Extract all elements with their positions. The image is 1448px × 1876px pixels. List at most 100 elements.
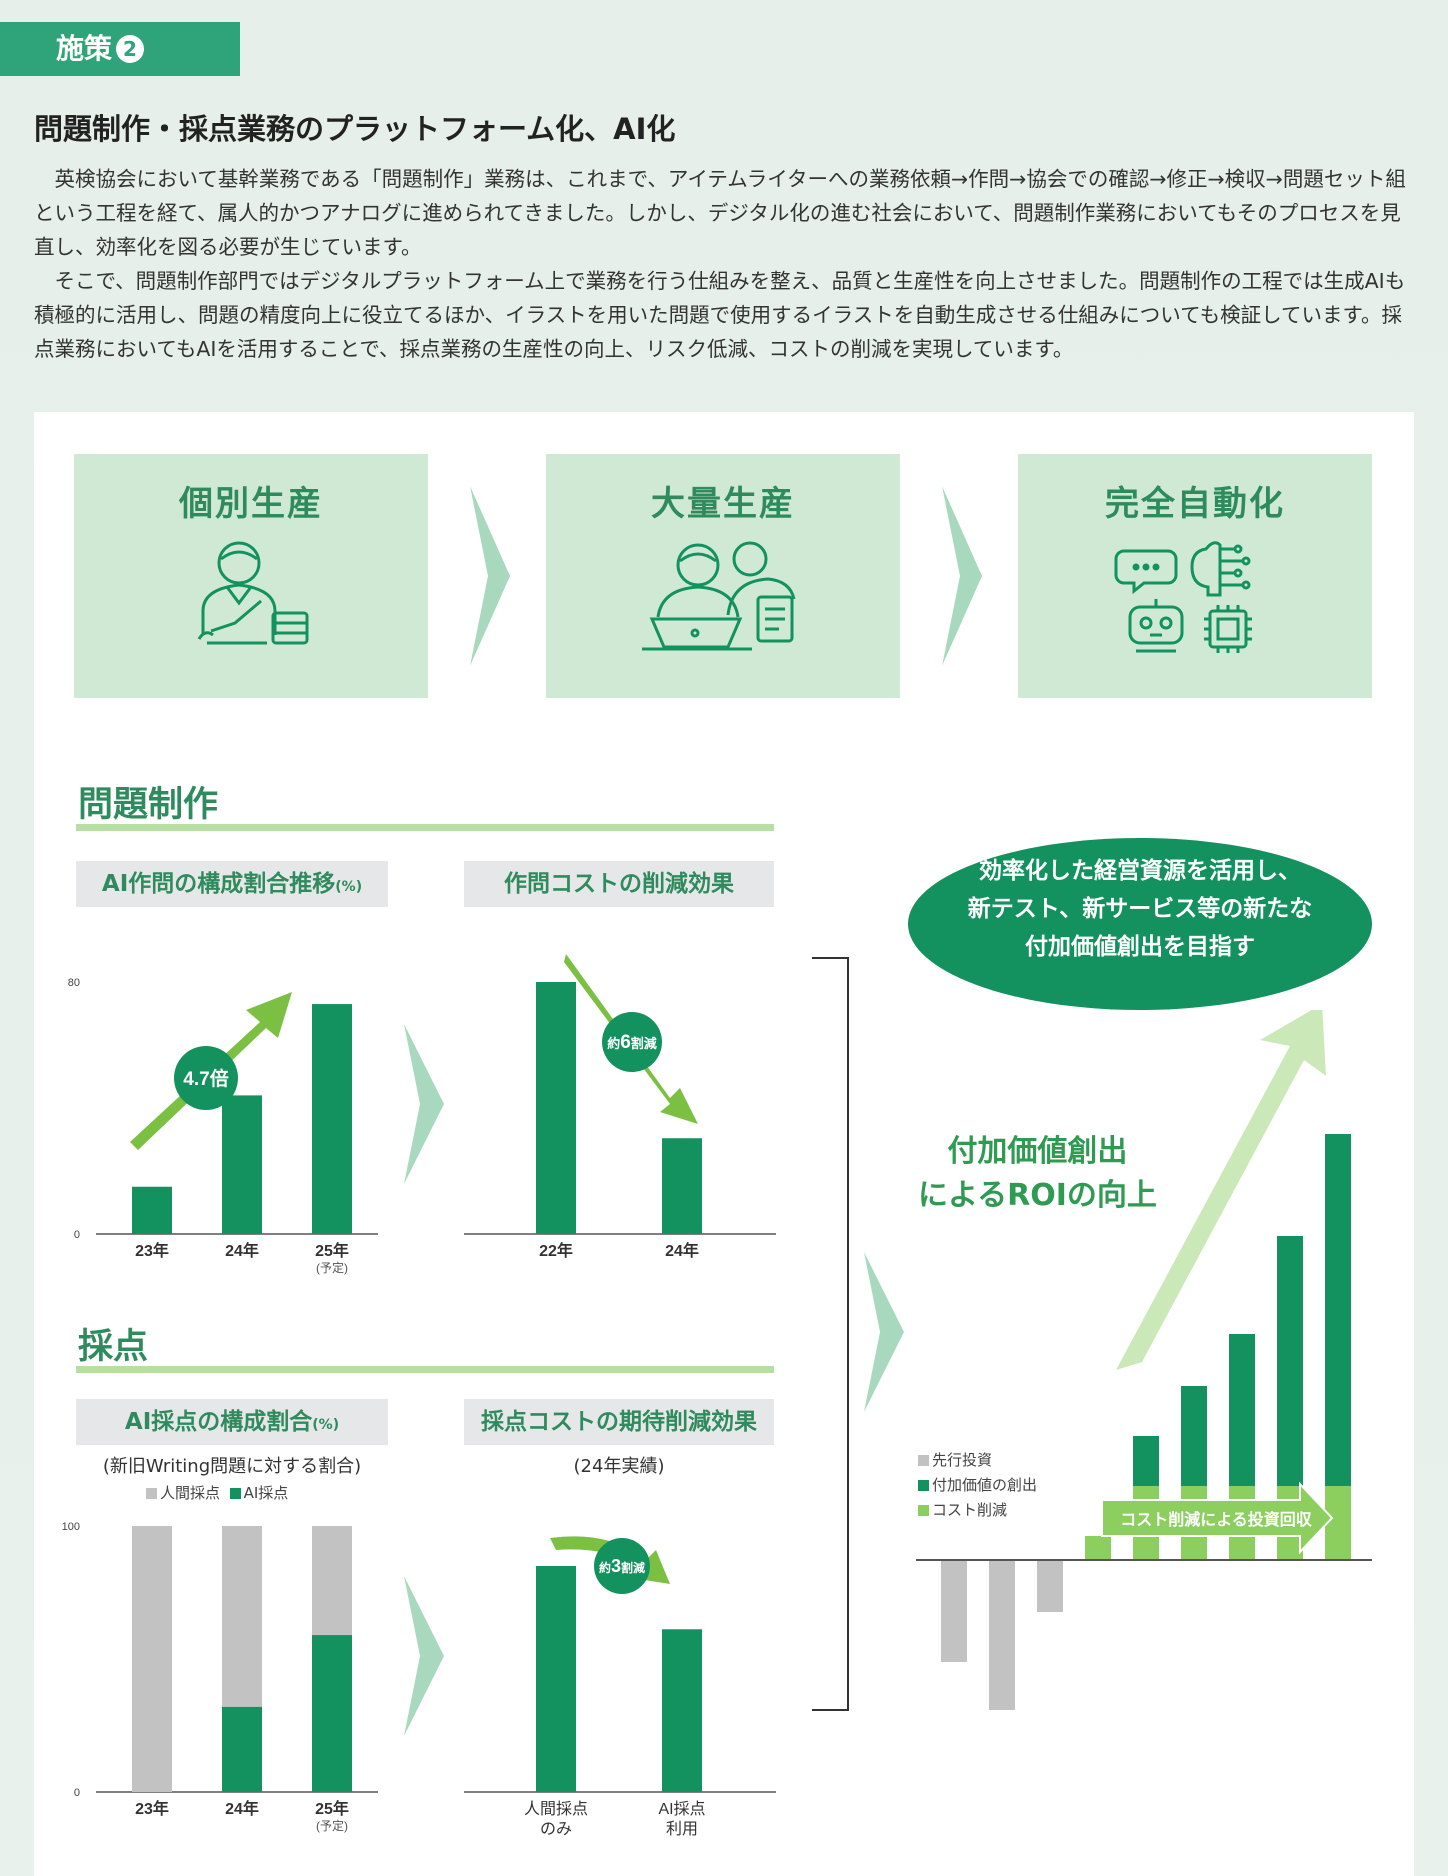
goal-line-1: 効率化した経営資源を活用し、	[979, 858, 1301, 884]
chart1-title: AI作問の構成割合推移	[101, 871, 336, 897]
chart1-title-box: AI作問の構成割合推移(%)	[76, 861, 388, 907]
legend-ai: AI採点	[243, 1484, 289, 1502]
goal-line-3: 付加価値創出を目指す	[1025, 934, 1255, 960]
legend-label-cost: コスト削減	[932, 1501, 1008, 1519]
body-text: 英検協会において基幹業務である「問題制作」業務は、これまで、アイテムライターへの…	[34, 162, 1416, 366]
x-tick-note: (予定)	[316, 1260, 348, 1275]
chart4-title-box: 採点コストの期待削減効果	[464, 1399, 774, 1445]
legend-swatch-green	[918, 1480, 929, 1491]
badge-suffix: 割減	[621, 1560, 645, 1575]
chart4-note: (24年実績)	[573, 1456, 665, 1477]
x-tick-label-line: 利用	[666, 1820, 698, 1838]
x-tick-label-line: AI採点	[658, 1800, 705, 1818]
bar-ai	[312, 1635, 352, 1792]
badge-circle	[602, 1012, 662, 1072]
people-laptop-icon	[642, 541, 796, 651]
bar-human	[132, 1526, 172, 1792]
chart3-note: (新旧Writing問題に対する割合)	[102, 1456, 362, 1477]
bar-human	[312, 1526, 352, 1636]
chart3-unit: (%)	[312, 1417, 340, 1433]
roi-legend: 先行投資 付加価値の創出 コスト削減	[918, 1448, 1037, 1523]
legend-label-investment: 先行投資	[932, 1451, 993, 1469]
robot-ai-icon	[1114, 541, 1252, 653]
bar-human	[222, 1526, 262, 1707]
chart3-title: AI採点の構成割合	[124, 1409, 313, 1435]
chevron-right-icon	[404, 1576, 444, 1736]
bar-ai	[222, 1706, 262, 1792]
stage-title-2: 大量生産	[651, 484, 795, 524]
bar-investment	[989, 1560, 1015, 1710]
tag-number: 2	[116, 35, 145, 63]
legend-swatch-gray	[918, 1455, 929, 1466]
bar	[536, 1566, 576, 1792]
bar-value-creation	[1277, 1236, 1303, 1486]
stage-title-1: 個別生産	[179, 484, 323, 524]
badge-number: 3	[611, 1556, 621, 1576]
chart1-unit: (%)	[335, 879, 363, 895]
bar-cost-reduction	[1325, 1486, 1351, 1560]
legend-item-cost: コスト削減	[918, 1498, 1037, 1523]
investment-recovery-label: コスト削減による投資回収	[1120, 1510, 1313, 1529]
chart4-title: 採点コストの期待削減効果	[481, 1409, 757, 1435]
y-tick-label: 0	[74, 1229, 80, 1241]
legend-human: 人間採点	[160, 1484, 221, 1502]
bar-value-creation	[1133, 1436, 1159, 1486]
chart-question-cost: 22年 24年 約6割減	[464, 954, 776, 1260]
badge-text: 約3割減	[599, 1556, 645, 1576]
bar	[662, 1138, 702, 1234]
chevron-right-icon	[942, 486, 982, 666]
chart2-title-box: 作問コストの削減効果	[464, 861, 774, 907]
bar-value-creation	[1181, 1386, 1207, 1486]
x-tick-label: 23年	[135, 1799, 169, 1818]
x-tick-label-line: 人間採点	[524, 1800, 588, 1818]
x-tick-label: 24年	[225, 1241, 259, 1260]
badge-text: 4.7倍	[183, 1067, 228, 1090]
page-title: 問題制作・採点業務のプラットフォーム化、AI化	[34, 112, 676, 146]
legend-swatch-green	[229, 1488, 241, 1499]
roi-line-1: 付加価値創出	[947, 1134, 1128, 1169]
bar-investment	[1037, 1560, 1063, 1612]
y-tick-label: 80	[68, 977, 80, 989]
chevron-right-icon	[864, 1252, 904, 1412]
legend-item-investment: 先行投資	[918, 1448, 1037, 1473]
goal-bubble: 効率化した経営資源を活用し、 新テスト、新サービス等の新たな 付加価値創出を目指…	[908, 838, 1372, 1010]
badge-text: 約6割減	[607, 1032, 657, 1053]
x-tick-label: 23年	[135, 1241, 169, 1260]
chart-roi: コスト削減による投資回収	[916, 1010, 1372, 1710]
x-tick-label: 25年	[315, 1241, 349, 1260]
x-tick-label-line: のみ	[540, 1821, 572, 1838]
bar-cost-reduction	[1085, 1536, 1111, 1560]
bar-value-creation	[1229, 1334, 1255, 1486]
y-tick-label: 100	[62, 1521, 80, 1533]
stage-mass: 大量生産	[546, 454, 900, 698]
badge-number: 6	[620, 1032, 631, 1053]
x-tick-label: 24年	[665, 1241, 699, 1260]
badge-circle	[174, 1046, 238, 1110]
bar-investment	[941, 1560, 967, 1662]
badge-suffix: 割減	[631, 1036, 657, 1051]
bracket	[812, 957, 849, 1711]
roi-line-2: によるROIの向上	[918, 1178, 1157, 1213]
badge-circle	[594, 1538, 650, 1594]
stage-title-3: 完全自動化	[1105, 484, 1285, 524]
chevron-right-icon	[404, 1024, 444, 1184]
tag-label: 施策	[56, 32, 113, 65]
investment-recovery-arrow	[1101, 1481, 1334, 1555]
section-title-scoring: 採点	[78, 1327, 149, 1367]
paragraph-1: 英検協会において基幹業務である「問題制作」業務は、これまで、アイテムライターへの…	[34, 167, 1406, 259]
x-tick-note: (予定)	[316, 1818, 348, 1833]
legend-swatch-gray	[146, 1488, 157, 1499]
stage-individual: 個別生産	[74, 454, 428, 698]
chart3-legend: 人間採点 AI採点	[146, 1482, 288, 1503]
y-tick-label: 0	[74, 1787, 80, 1799]
section-underline	[76, 1366, 774, 1373]
initiative-tag: 施策 2	[0, 22, 240, 76]
chart-scoring-cost: 人間採点のみ AI採点利用 約3割減	[464, 1536, 776, 1838]
bar	[132, 1186, 172, 1234]
stage-automation: 完全自動化	[1018, 454, 1372, 698]
section-title-production: 問題制作	[78, 785, 219, 825]
bar-value-creation	[1325, 1134, 1351, 1486]
legend-item-value: 付加価値の創出	[918, 1473, 1037, 1498]
legend-swatch-light-green	[918, 1505, 929, 1516]
chart3-title-box: AI採点の構成割合(%)	[76, 1399, 388, 1445]
